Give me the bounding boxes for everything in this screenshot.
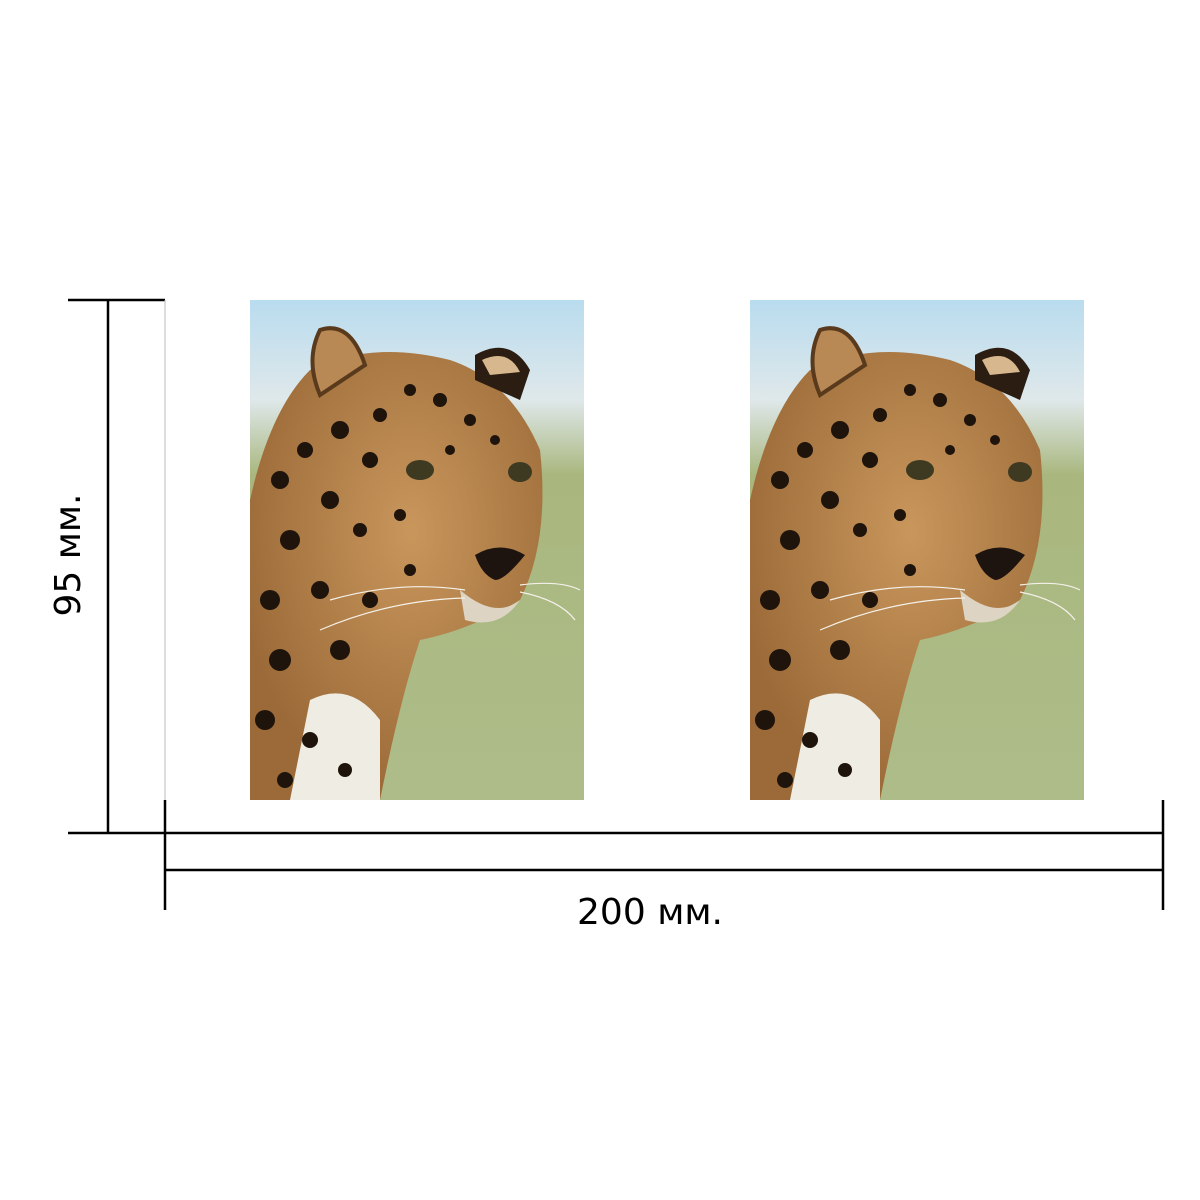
product-image — [250, 300, 584, 800]
height-label: 95 мм. — [48, 493, 89, 616]
product-image — [750, 300, 1084, 800]
width-dimension — [163, 800, 1165, 910]
height-dimension — [68, 298, 166, 835]
width-label: 200 мм. — [577, 892, 723, 933]
